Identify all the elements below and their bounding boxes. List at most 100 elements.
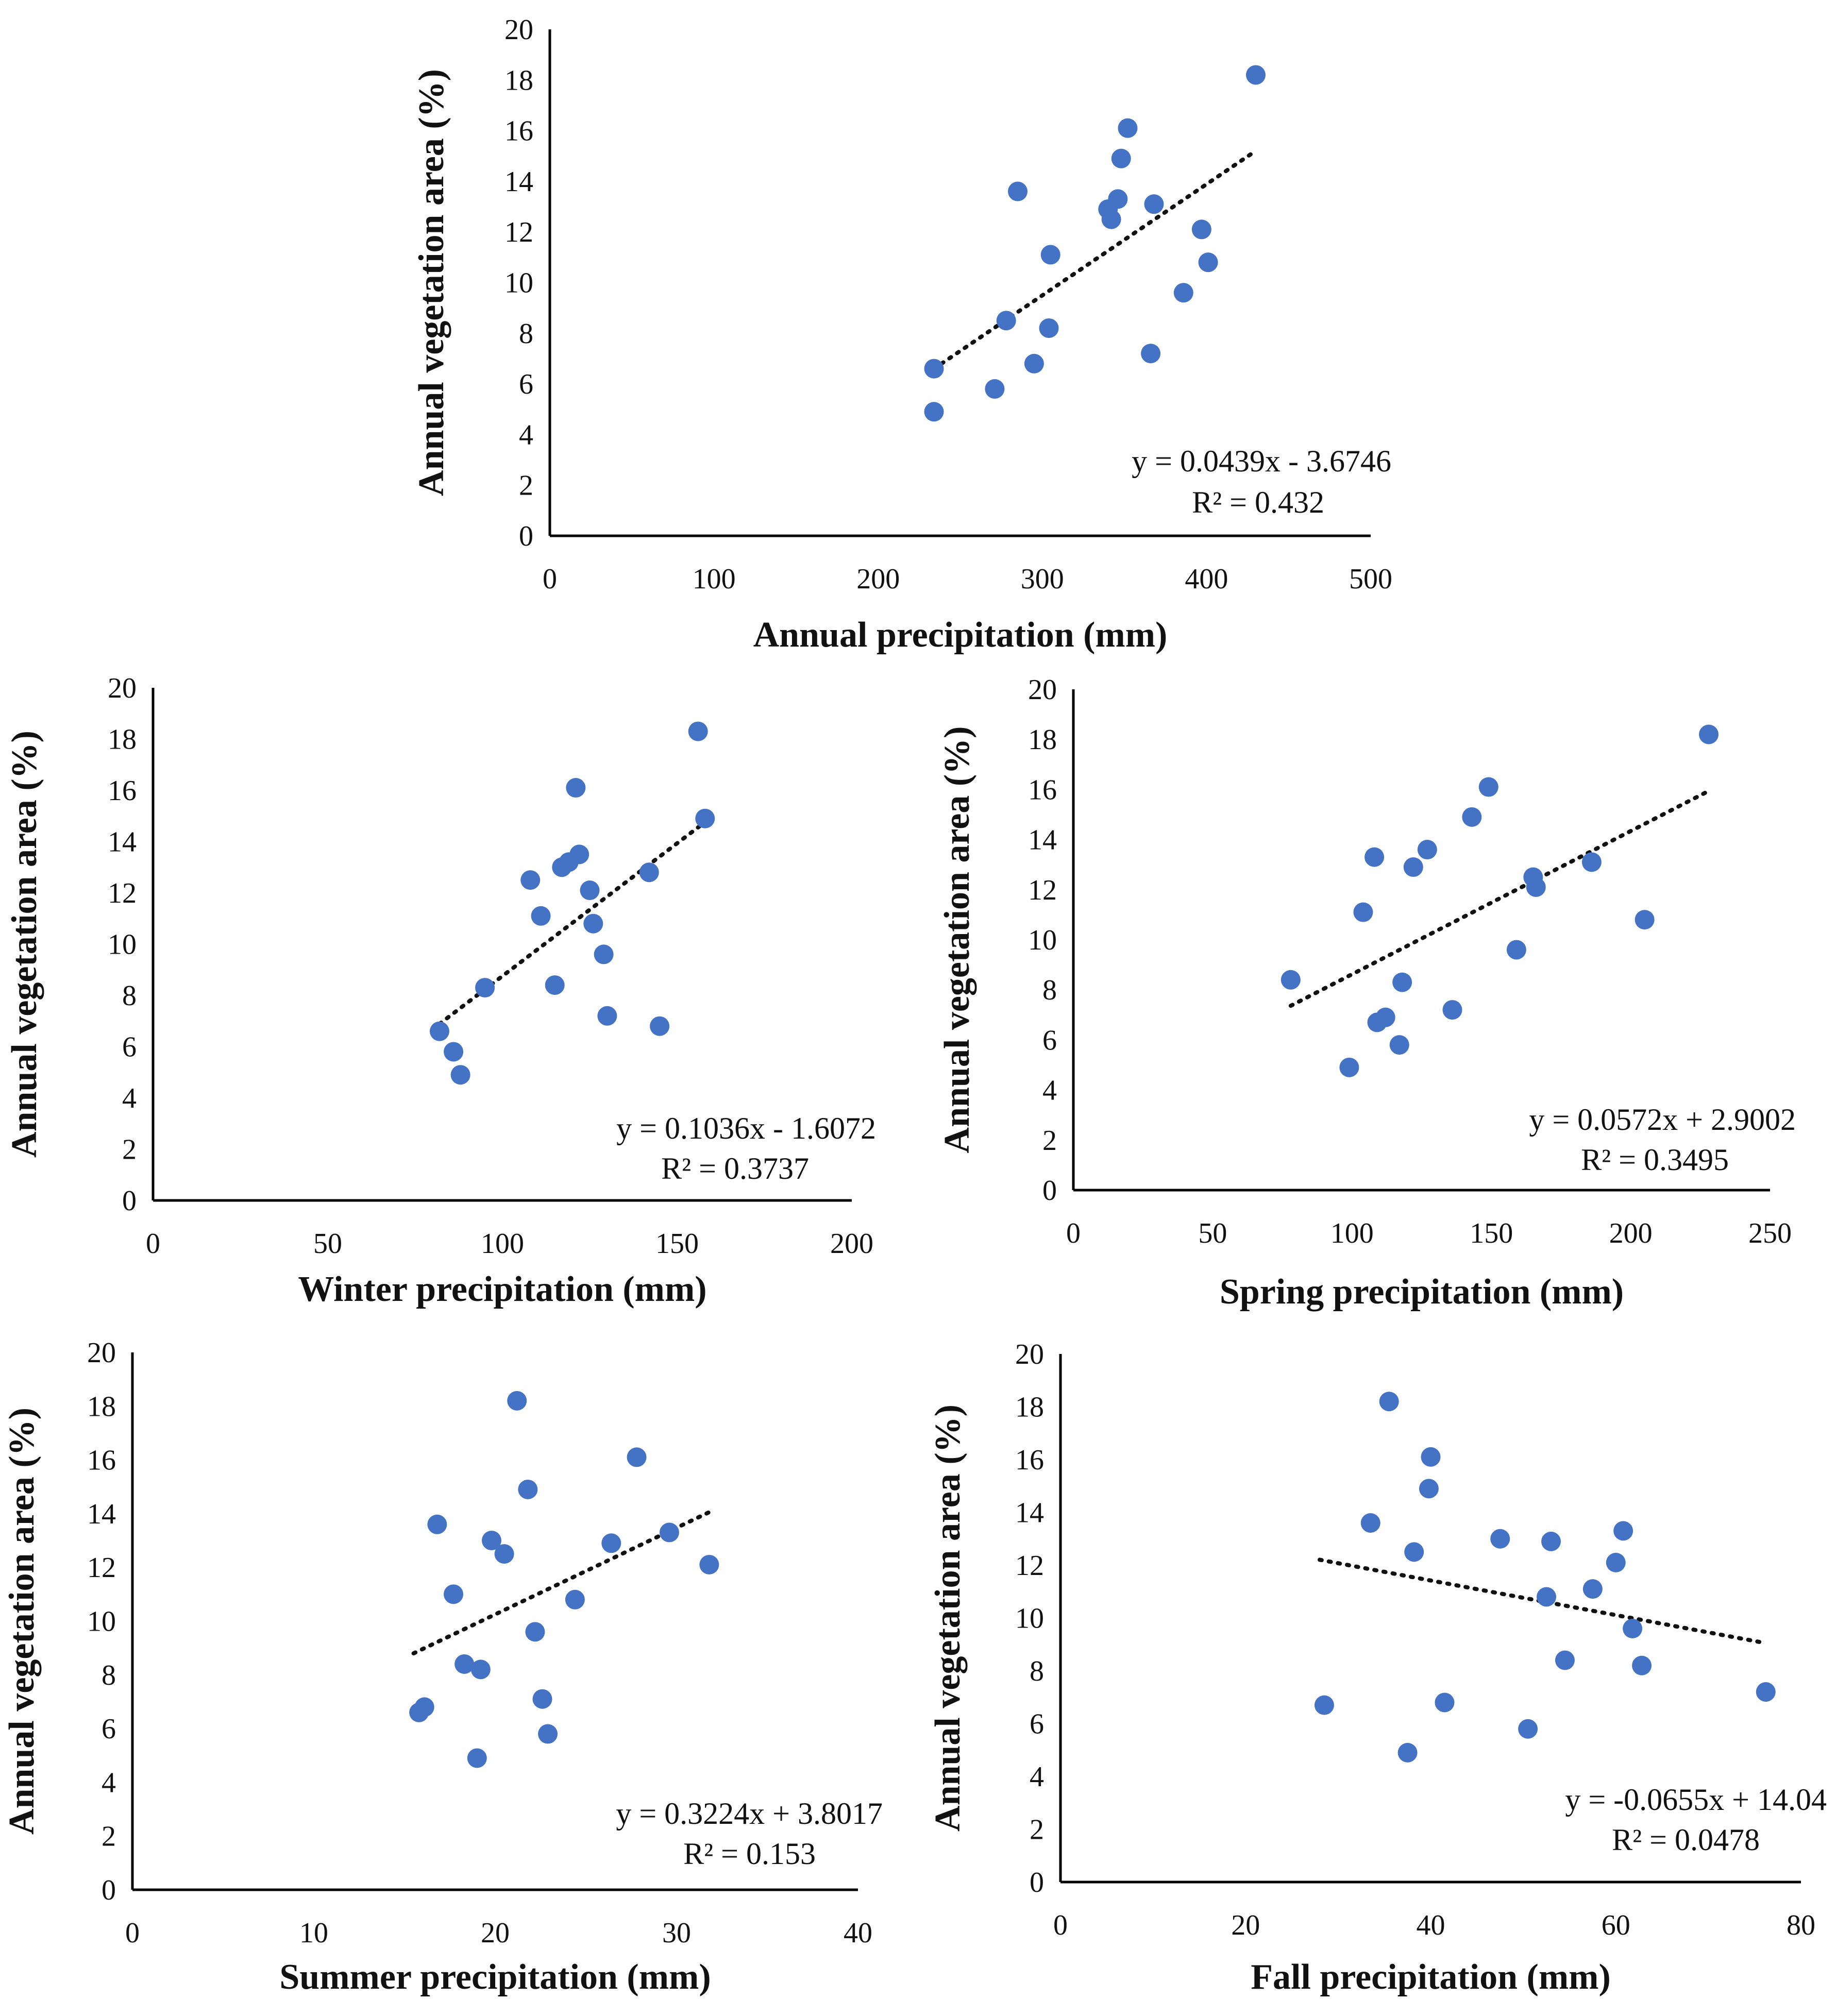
- data-point: [1632, 1655, 1652, 1675]
- y-tick-label: 8: [122, 980, 137, 1012]
- y-tick-label: 2: [1042, 1125, 1057, 1157]
- y-tick-label: 2: [519, 470, 533, 502]
- y-tick-label: 4: [1042, 1075, 1057, 1107]
- data-point: [470, 1659, 491, 1680]
- trend-line: [1288, 789, 1711, 1008]
- data-point: [1144, 194, 1164, 214]
- data-point: [566, 778, 586, 798]
- y-tick-label: 18: [1028, 724, 1057, 756]
- data-point: [1118, 118, 1138, 138]
- x-tick-label: 0: [125, 1917, 140, 1949]
- data-point: [594, 944, 614, 964]
- trend-equation: y = 0.0439x - 3.6746: [1132, 444, 1391, 478]
- y-axis-label: Annual vegetation area (%): [928, 1404, 968, 1832]
- y-tick-label: 0: [122, 1185, 137, 1217]
- data-point: [444, 1584, 464, 1604]
- y-tick-label: 20: [87, 1337, 116, 1369]
- y-tick-label: 20: [504, 14, 533, 46]
- data-point: [1397, 1742, 1418, 1763]
- y-axis-label: Annual vegetation area (%): [2, 1408, 42, 1835]
- x-tick-label: 60: [1602, 1909, 1630, 1941]
- data-point: [1111, 148, 1131, 168]
- data-point: [1419, 1479, 1439, 1499]
- data-point: [659, 1522, 679, 1543]
- chart-summer: 0 2 4 6 8 10 12 14 16 18 20 0 10 20 30 40 Summer precipi…: [2, 1337, 883, 1997]
- y-tick-label: 6: [1042, 1024, 1057, 1056]
- trend-equation: y = 0.0572x + 2.9002: [1529, 1103, 1796, 1137]
- x-tick-label: 0: [1066, 1217, 1081, 1249]
- data-point: [650, 1016, 670, 1036]
- r-squared: R² = 0.3495: [1581, 1143, 1729, 1177]
- y-tick-label: 8: [102, 1659, 116, 1691]
- data-point: [1462, 807, 1482, 827]
- data-point: [1518, 1719, 1538, 1739]
- data-point: [429, 1021, 449, 1041]
- y-tick-label: 4: [102, 1767, 116, 1799]
- data-point: [494, 1544, 514, 1564]
- y-tick-label: 12: [108, 877, 137, 909]
- data-point: [481, 1531, 501, 1551]
- trend-equation: y = 0.1036x - 1.6072: [616, 1111, 876, 1145]
- data-point: [1526, 877, 1546, 897]
- data-point: [1756, 1682, 1776, 1702]
- data-point: [1353, 902, 1373, 922]
- data-point: [1039, 318, 1059, 338]
- data-point: [1555, 1650, 1575, 1670]
- x-tick-label: 20: [481, 1917, 510, 1949]
- x-tick-label: 150: [655, 1228, 699, 1260]
- x-tick-label: 300: [1021, 563, 1064, 595]
- data-point: [1537, 1587, 1557, 1607]
- y-tick-label: 0: [1042, 1175, 1057, 1207]
- data-point: [545, 975, 565, 995]
- y-tick-label: 0: [519, 520, 533, 552]
- data-point: [1365, 847, 1385, 867]
- data-point: [1541, 1531, 1561, 1551]
- trend-line: [411, 1510, 712, 1656]
- trend-equation: y = 0.3224x + 3.8017: [616, 1797, 883, 1831]
- x-tick-label: 150: [1470, 1217, 1513, 1249]
- y-tick-label: 14: [108, 826, 137, 858]
- y-tick-label: 16: [1028, 774, 1057, 806]
- data-point: [467, 1748, 487, 1768]
- data-point: [1173, 283, 1193, 303]
- data-point: [1435, 1692, 1455, 1713]
- data-point: [1191, 219, 1211, 240]
- x-tick-label: 50: [1198, 1217, 1227, 1249]
- y-tick-label: 10: [108, 929, 137, 961]
- data-point: [1506, 940, 1526, 960]
- y-tick-label: 2: [102, 1821, 116, 1853]
- data-point: [1403, 857, 1423, 877]
- y-tick-label: 16: [87, 1445, 116, 1477]
- chart-fall: 0 2 4 6 8 10 12 14 16 18 20 0 20 40 60 80 Fall precipita…: [928, 1339, 1827, 1997]
- x-tick-label: 0: [146, 1228, 160, 1260]
- data-point: [1141, 344, 1161, 364]
- data-point: [569, 844, 589, 865]
- data-point: [1606, 1552, 1626, 1572]
- trend-equation: y = -0.0655x + 14.04: [1565, 1783, 1827, 1817]
- data-point: [985, 379, 1005, 399]
- x-tick-label: 400: [1185, 563, 1228, 595]
- y-axis-label: Annual vegetation area (%): [412, 69, 451, 496]
- y-tick-label: 6: [122, 1031, 137, 1063]
- y-tick-label: 6: [1030, 1708, 1044, 1740]
- y-tick-label: 6: [519, 368, 533, 400]
- data-point: [639, 862, 659, 883]
- x-tick-label: 500: [1349, 563, 1392, 595]
- y-tick-label: 10: [504, 267, 533, 299]
- x-tick-label: 10: [299, 1917, 328, 1949]
- y-tick-label: 14: [1028, 824, 1057, 856]
- data-point: [1582, 1579, 1603, 1599]
- y-tick-label: 6: [102, 1713, 116, 1745]
- x-tick-label: 100: [481, 1228, 524, 1260]
- data-point: [1490, 1529, 1510, 1549]
- data-point: [1040, 245, 1060, 265]
- data-point: [1008, 181, 1028, 201]
- data-point: [1635, 910, 1655, 930]
- data-point: [1699, 724, 1719, 744]
- data-point: [1613, 1521, 1633, 1541]
- data-point: [1392, 972, 1412, 992]
- y-tick-label: 8: [1030, 1655, 1044, 1687]
- data-point: [1581, 852, 1602, 872]
- y-tick-label: 12: [1028, 874, 1057, 906]
- data-point: [1281, 970, 1301, 990]
